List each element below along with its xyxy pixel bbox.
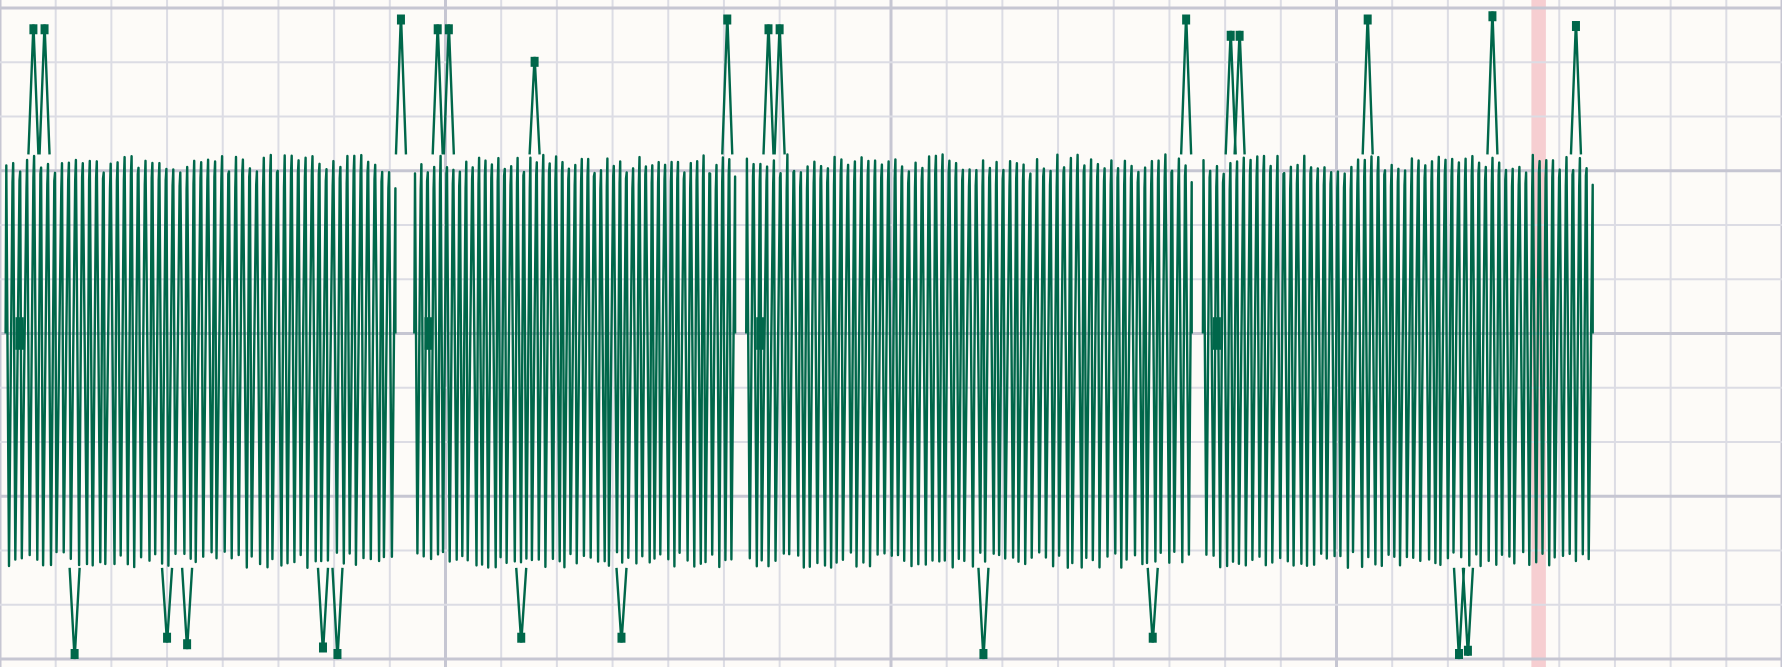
trace-marker [756,317,765,350]
spike-marker [444,24,453,35]
spike-marker [1226,30,1235,41]
spike-marker [433,24,442,35]
spike-marker [517,632,526,643]
spike-marker [1182,14,1191,25]
spike-marker [775,24,784,35]
trace-marker [424,317,433,350]
spike-marker [29,24,38,35]
spike-marker [183,639,192,650]
trace-marker [15,317,24,350]
spike-marker [1463,645,1472,656]
spike-marker [979,649,988,659]
trace-segment [413,14,737,643]
spike-marker [40,24,49,35]
trace-line [1201,153,1594,569]
spike-marker [396,14,405,25]
spike-marker [318,642,327,653]
trace-marker [1212,317,1221,350]
spike-marker [163,632,172,643]
spike-marker [764,24,773,35]
spike-marker [70,649,79,659]
trace-segment [4,14,408,660]
trace-layer [4,11,1594,660]
spike-marker [1488,11,1497,22]
spike-marker [1571,21,1580,32]
trace-line [4,153,397,569]
trace-line [745,153,1193,569]
spike-marker [1235,30,1244,41]
spike-marker [1455,649,1464,659]
spike-marker [333,649,342,659]
spike-marker [1363,14,1372,25]
trace-segment [745,14,1193,660]
trace-line [413,153,737,569]
spike-marker [617,632,626,643]
spike-marker [723,14,732,25]
spike-marker [530,56,539,67]
spike-marker [1148,632,1157,643]
trace-segment [1201,11,1594,660]
